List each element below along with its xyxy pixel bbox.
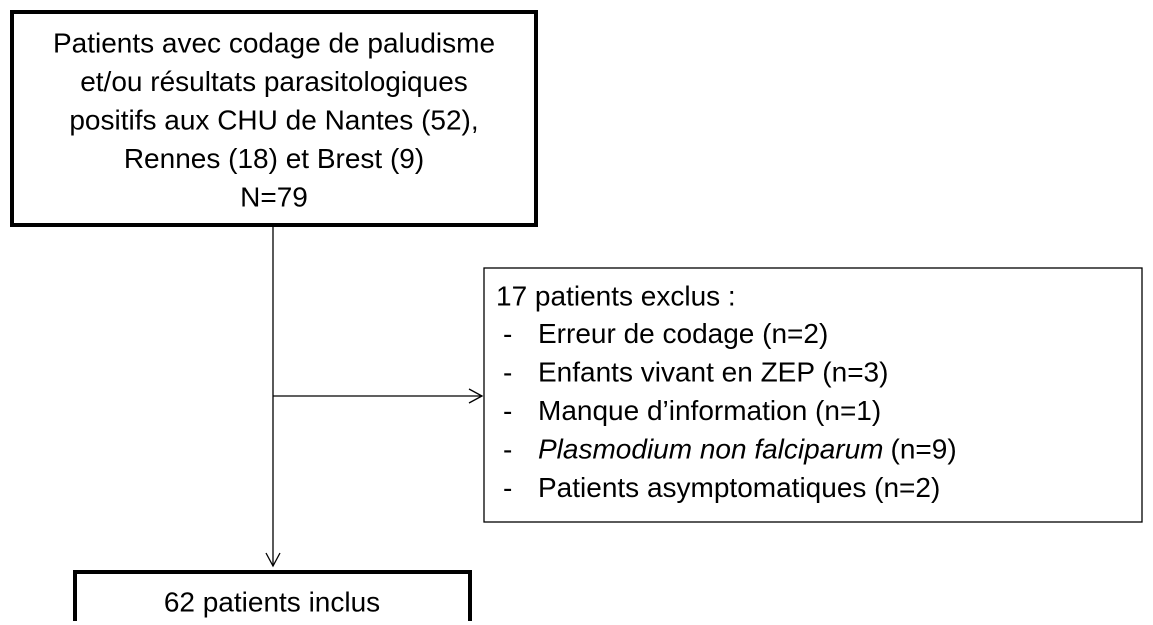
bullet: - xyxy=(503,472,512,503)
exclusion-item-part: Plasmodium non falciparum xyxy=(538,434,884,465)
exclusion-list: - Erreur de codage (n=2)- Enfants vivant e… xyxy=(503,318,957,503)
top-box-line: positifs aux CHU de Nantes (52), xyxy=(69,104,478,135)
bottom-box xyxy=(73,570,472,625)
exclusion-item: Manque d’information (n=1) xyxy=(538,395,881,426)
top-box xyxy=(10,10,538,227)
bottom-box-label: 62 patients inclus xyxy=(164,586,380,617)
bullet: - xyxy=(503,434,512,465)
bullet: - xyxy=(503,395,512,426)
top-box-line: et/ou résultats parasitologiques xyxy=(80,66,468,97)
exclusion-item-part: (n=9) xyxy=(891,434,957,465)
exclusion-item: Enfants vivant en ZEP (n=3) xyxy=(538,357,888,388)
top-box-line: Patients avec codage de paludisme xyxy=(53,27,495,58)
exclusion-item: Plasmodium non falciparum (n=9) xyxy=(538,434,957,465)
bullet: - xyxy=(503,318,512,349)
exclusion-item-part: Erreur de codage (n=2) xyxy=(538,318,828,349)
exclusion-item-part: Patients asymptomatiques (n=2) xyxy=(538,472,940,503)
top-box-text: Patients avec codage de paludisme et/ou r… xyxy=(53,27,495,212)
exclusion-box xyxy=(483,267,1143,523)
bullet: - xyxy=(503,357,512,388)
top-box-line: N=79 xyxy=(240,181,308,212)
exclusion-item: Erreur de codage (n=2) xyxy=(538,318,828,349)
top-box-line: Rennes (18) et Brest (9) xyxy=(124,143,424,174)
exclusion-title: 17 patients exclus : xyxy=(496,280,736,311)
exclusion-item-part: Enfants vivant en ZEP (n=3) xyxy=(538,357,888,388)
exclusion-item: Patients asymptomatiques (n=2) xyxy=(538,472,940,503)
exclusion-item-part: Manque d’information (n=1) xyxy=(538,395,881,426)
